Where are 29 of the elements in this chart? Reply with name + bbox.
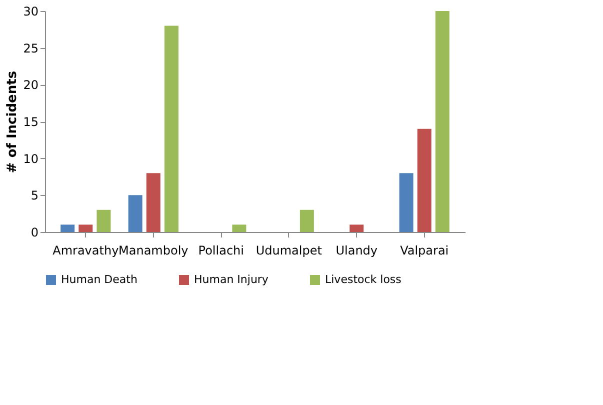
x-tick-label: Udumalpet: [256, 244, 322, 258]
y-tick-label: 25: [23, 41, 38, 56]
x-tick-label: Ulandy: [336, 244, 378, 258]
x-tick-label: Amravathy: [52, 244, 119, 258]
y-tick-label: 20: [23, 78, 38, 92]
legend-label: Livestock loss: [325, 273, 402, 286]
bar: [78, 224, 93, 232]
x-tick-label: Valparai: [400, 244, 449, 258]
legend-label: Human Injury: [194, 273, 269, 286]
y-tick-label: 10: [23, 152, 38, 166]
bar: [146, 173, 160, 232]
bar: [232, 224, 246, 232]
y-tick-label: 15: [23, 115, 38, 129]
legend-label: Human Death: [61, 273, 138, 286]
y-tick-label: 5: [30, 188, 38, 203]
y-tick-label: 30: [23, 4, 38, 18]
x-tick-label: Pollachi: [198, 244, 244, 258]
x-tick-label: Manamboly: [118, 244, 188, 258]
y-tick-label: 0: [30, 226, 38, 240]
bar: [128, 195, 142, 232]
bar: [399, 173, 414, 232]
bar: [300, 210, 314, 232]
bar: [164, 26, 178, 232]
y-axis-title: # of Incidents: [5, 70, 20, 174]
bar: [96, 210, 111, 232]
bar: [60, 224, 75, 232]
bar: [350, 224, 364, 232]
bar: [417, 128, 432, 232]
bar: [435, 11, 450, 232]
